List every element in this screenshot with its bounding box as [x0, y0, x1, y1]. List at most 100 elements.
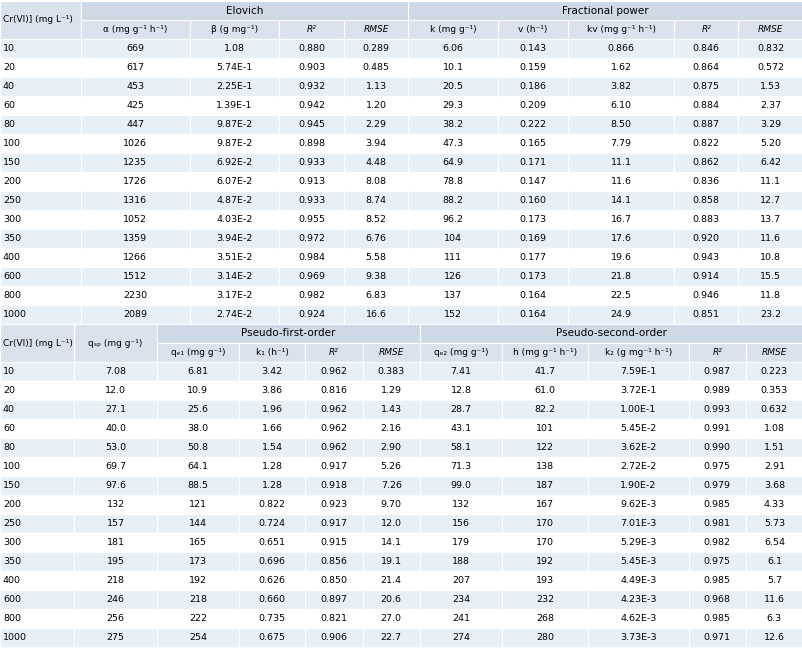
Bar [408, 229, 497, 248]
Bar [239, 552, 305, 571]
Bar [419, 590, 501, 609]
Text: RMSE: RMSE [757, 25, 783, 34]
Bar [738, 210, 802, 229]
Text: 0.651: 0.651 [258, 538, 286, 547]
Bar [497, 134, 568, 153]
Bar [745, 495, 802, 514]
Text: 47.3: 47.3 [442, 139, 463, 148]
Bar [363, 400, 419, 419]
Text: 7.26: 7.26 [380, 481, 401, 490]
Text: 9.87E-2: 9.87E-2 [217, 120, 253, 129]
Bar [80, 248, 189, 267]
Bar [239, 457, 305, 476]
Text: 10.9: 10.9 [187, 386, 209, 395]
Bar [0, 514, 75, 533]
Bar [688, 533, 745, 552]
Bar [279, 20, 343, 39]
Bar [0, 628, 75, 647]
Bar [80, 153, 189, 172]
Text: 0.160: 0.160 [519, 196, 546, 205]
Text: 0.920: 0.920 [692, 234, 719, 243]
Bar [305, 419, 363, 438]
Text: 2.16: 2.16 [380, 424, 401, 433]
Text: 5.45E-3: 5.45E-3 [619, 557, 656, 566]
Text: 5.58: 5.58 [365, 253, 386, 262]
Text: 0.887: 0.887 [692, 120, 719, 129]
Text: 200: 200 [3, 177, 21, 186]
Bar [587, 343, 688, 362]
Text: 88.5: 88.5 [187, 481, 209, 490]
Bar [568, 77, 673, 96]
Bar [0, 381, 75, 400]
Text: 0.822: 0.822 [692, 139, 719, 148]
Text: 1000: 1000 [3, 310, 27, 319]
Text: 0.933: 0.933 [298, 196, 325, 205]
Text: 170: 170 [536, 538, 553, 547]
Bar [343, 115, 408, 134]
Bar [305, 438, 363, 457]
Bar [305, 628, 363, 647]
Text: k₂ (g mg⁻¹ h⁻¹): k₂ (g mg⁻¹ h⁻¹) [604, 348, 671, 357]
Bar [189, 39, 279, 58]
Text: 0.991: 0.991 [703, 424, 730, 433]
Text: 3.86: 3.86 [261, 386, 282, 395]
Text: 188: 188 [452, 557, 469, 566]
Text: 132: 132 [452, 500, 469, 509]
Text: 600: 600 [3, 595, 21, 604]
Bar [343, 267, 408, 286]
Bar [156, 419, 239, 438]
Bar [688, 609, 745, 628]
Text: 0.945: 0.945 [298, 120, 325, 129]
Text: 71.3: 71.3 [450, 462, 471, 471]
Text: 0.903: 0.903 [298, 63, 325, 72]
Bar [305, 476, 363, 495]
Bar [239, 609, 305, 628]
Text: 9.70: 9.70 [380, 500, 401, 509]
Bar [673, 248, 738, 267]
Text: 38.2: 38.2 [442, 120, 463, 129]
Text: 234: 234 [452, 595, 469, 604]
Bar [501, 419, 587, 438]
Bar [419, 324, 802, 343]
Bar [587, 514, 688, 533]
Bar [80, 172, 189, 191]
Bar [501, 495, 587, 514]
Bar [343, 210, 408, 229]
Bar [745, 343, 802, 362]
Text: R²: R² [306, 25, 316, 34]
Bar [408, 267, 497, 286]
Text: 617: 617 [126, 63, 144, 72]
Bar [363, 343, 419, 362]
Text: qₛₚ (mg g⁻¹): qₛₚ (mg g⁻¹) [88, 339, 143, 347]
Bar [673, 267, 738, 286]
Text: RMSE: RMSE [378, 348, 403, 357]
Text: 4.49E-3: 4.49E-3 [619, 576, 656, 585]
Text: 0.985: 0.985 [703, 614, 730, 623]
Text: 0.164: 0.164 [519, 291, 546, 300]
Text: 7.79: 7.79 [610, 139, 631, 148]
Text: k (mg g⁻¹): k (mg g⁻¹) [429, 25, 476, 34]
Text: 1266: 1266 [124, 253, 147, 262]
Text: 400: 400 [3, 576, 21, 585]
Bar [239, 571, 305, 590]
Bar [156, 400, 239, 419]
Text: R²: R² [329, 348, 338, 357]
Bar [80, 134, 189, 153]
Bar [568, 305, 673, 324]
Bar [343, 172, 408, 191]
Text: 61.0: 61.0 [534, 386, 555, 395]
Text: 11.8: 11.8 [759, 291, 780, 300]
Text: 138: 138 [535, 462, 553, 471]
Bar [239, 419, 305, 438]
Text: 28.7: 28.7 [450, 405, 471, 414]
Bar [673, 172, 738, 191]
Bar [408, 286, 497, 305]
Bar [0, 438, 75, 457]
Bar [497, 115, 568, 134]
Text: 1.51: 1.51 [763, 443, 784, 452]
Text: 0.173: 0.173 [519, 272, 546, 281]
Bar [189, 77, 279, 96]
Text: 3.62E-2: 3.62E-2 [619, 443, 656, 452]
Bar [189, 134, 279, 153]
Text: 1.28: 1.28 [261, 481, 282, 490]
